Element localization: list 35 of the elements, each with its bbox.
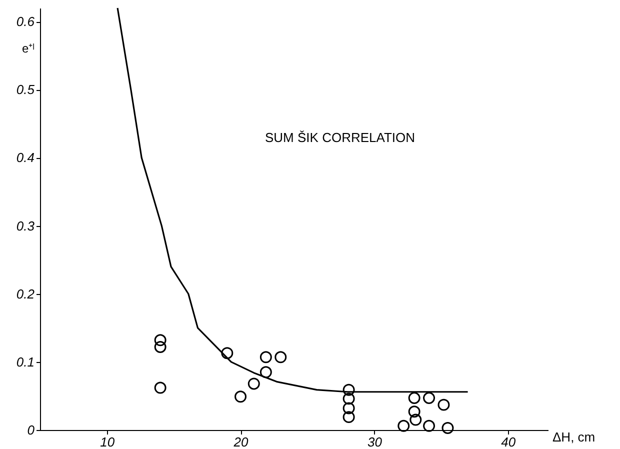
x-tick-label: 20 [232,434,250,449]
point [154,334,166,346]
point [410,414,422,426]
point [234,390,247,403]
point [408,392,420,404]
y-axis-title: e⁺ˡ [22,42,35,56]
y-tick-label: 0.2 [16,286,36,302]
point [342,384,355,396]
point [221,347,234,360]
point [423,392,436,404]
point [423,420,436,432]
point [438,398,450,411]
point [408,406,420,418]
point [154,382,166,394]
x-tick-label: 10 [100,434,116,449]
y-tick-label: 0 [27,422,36,438]
point [442,422,454,434]
point [260,351,272,364]
point [342,392,355,405]
point [398,420,410,432]
x-tick-label: 40 [501,434,516,449]
y-tick-label: 0.4 [16,150,34,166]
y-tick-label: 0.3 [16,218,36,234]
y-tick-label: 0.6 [16,14,36,30]
annotation: SUM ŠIK CORRELATION [264,130,416,145]
point [342,411,355,424]
y-tick-label: 0.1 [16,354,34,370]
y-tick-label: 0.5 [16,82,36,98]
point [260,366,272,378]
x-tick-label: 30 [367,434,383,449]
x-axis-title: ΔH, cm [552,430,596,444]
point [154,340,166,353]
point [342,402,355,414]
point [274,351,287,364]
point [248,378,260,390]
